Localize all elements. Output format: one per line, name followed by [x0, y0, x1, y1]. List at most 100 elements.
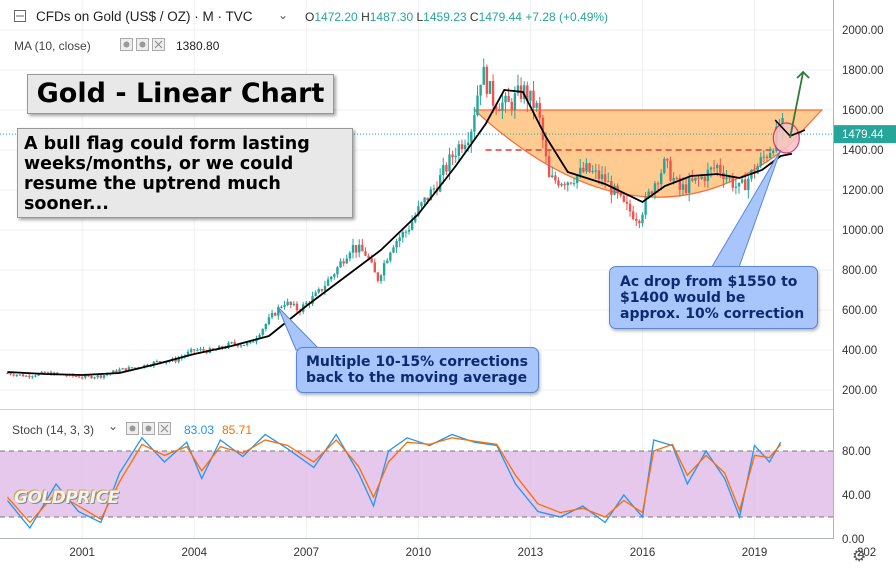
candle-body — [538, 103, 541, 118]
drop-callout: Ac drop from $1550 to $1400 would be app… — [609, 266, 818, 329]
candle-body — [747, 178, 750, 191]
stoch-line-d — [6, 437, 782, 524]
bull-flag-note: A bull flag could form lasting weeks/mon… — [17, 128, 353, 218]
candle-body — [382, 263, 386, 276]
candle-body — [112, 370, 115, 374]
candle-body — [189, 349, 193, 352]
candle-body — [12, 374, 15, 376]
candle-body — [404, 231, 408, 233]
candle-body — [678, 178, 682, 190]
candle-body — [28, 375, 31, 378]
indicator-settings-icons[interactable] — [120, 38, 166, 54]
candle-body — [734, 186, 738, 188]
candle-body — [202, 349, 205, 351]
candle-body — [432, 188, 436, 190]
candle-body — [367, 255, 370, 259]
candle-body — [504, 95, 507, 103]
chevron-down-icon[interactable]: ⌄ — [278, 8, 289, 22]
candle-body — [370, 258, 373, 263]
candle-body — [544, 139, 548, 157]
candle-body — [591, 171, 594, 173]
candle-body — [77, 376, 81, 378]
stoch-axis-label: 0.00 — [842, 534, 864, 546]
candle-body — [703, 176, 706, 182]
candle-body — [261, 328, 264, 335]
candle-body — [516, 85, 520, 94]
candle-body — [488, 81, 492, 94]
candle-body — [230, 342, 233, 344]
candle-body — [345, 258, 348, 264]
candle-body — [354, 245, 358, 253]
candle-body — [31, 376, 34, 378]
candle-body — [716, 164, 719, 169]
handle-ellipse — [772, 122, 800, 154]
chevron-down-icon[interactable]: ⌄ — [108, 419, 119, 433]
candle-body — [40, 371, 43, 374]
candle-body — [15, 374, 19, 376]
ohlc-readout: O1472.20 H1487.30 L1459.23 C1479.44 +7.2… — [305, 10, 609, 24]
candle-body — [295, 303, 299, 311]
candle-body — [56, 372, 59, 374]
candle-body — [585, 163, 588, 172]
candle-body — [445, 165, 448, 172]
candle-body — [675, 177, 678, 179]
candle-body — [43, 371, 47, 373]
candle-body — [494, 105, 498, 110]
candle-body — [551, 175, 554, 178]
handle-drop-line — [774, 119, 791, 137]
candle-body — [451, 154, 454, 158]
candle-body — [644, 196, 647, 215]
price-axis-label: 1800.00 — [842, 65, 884, 77]
candle-body — [613, 185, 616, 195]
symbol-title[interactable]: CFDs on Gold (US$ / OZ) · M · TVC — [36, 9, 253, 24]
candle-body — [563, 184, 566, 186]
candle-body — [697, 177, 700, 179]
candle-body — [728, 177, 731, 179]
candle-body — [124, 368, 127, 371]
low-value: 1459.23 — [423, 10, 467, 24]
time-axis-label: 2013 — [518, 547, 544, 559]
candle-body — [9, 373, 12, 375]
candle-body — [712, 167, 716, 169]
stoch-settings-icons[interactable] — [126, 422, 172, 438]
price-axis-label: 600.00 — [842, 305, 877, 317]
ma-legend-label[interactable]: MA (10, close) — [14, 39, 91, 53]
candle-body — [737, 182, 741, 187]
candle-body — [46, 372, 50, 374]
candle-body — [317, 289, 320, 293]
candle-body — [700, 176, 703, 179]
candle-body — [638, 220, 641, 224]
candle-body — [429, 189, 433, 201]
time-axis-label: 2007 — [294, 547, 320, 559]
candle-body — [249, 341, 252, 343]
candle-body — [482, 66, 485, 85]
candle-body — [507, 95, 510, 102]
chart-menu-icon[interactable] — [14, 10, 26, 25]
candle-body — [635, 219, 638, 221]
candle-body — [653, 183, 657, 194]
candle-body — [457, 144, 461, 156]
breakout-arrow-head — [796, 70, 810, 79]
candle-body — [485, 66, 489, 94]
candle-body — [277, 307, 280, 316]
candle-body — [731, 177, 734, 188]
candle-body — [34, 375, 37, 377]
candle-body — [460, 144, 464, 150]
candle-body — [420, 202, 423, 207]
candle-body — [342, 261, 345, 264]
candle-body — [681, 184, 685, 190]
candle-body — [641, 214, 644, 224]
stoch-legend-label[interactable]: Stoch (14, 3, 3) — [12, 423, 95, 437]
handle-rise-line — [789, 129, 806, 137]
candle-body — [127, 367, 131, 371]
candle-body — [24, 375, 28, 377]
candle-body — [314, 292, 317, 297]
settings-gear-icon[interactable]: ⚙ — [852, 548, 867, 565]
candle-body — [105, 374, 109, 376]
open-value: 1472.20 — [314, 10, 358, 24]
candle-body — [414, 215, 417, 222]
candle-body — [762, 156, 766, 158]
candle-body — [6, 373, 9, 374]
candle-body — [330, 276, 333, 280]
